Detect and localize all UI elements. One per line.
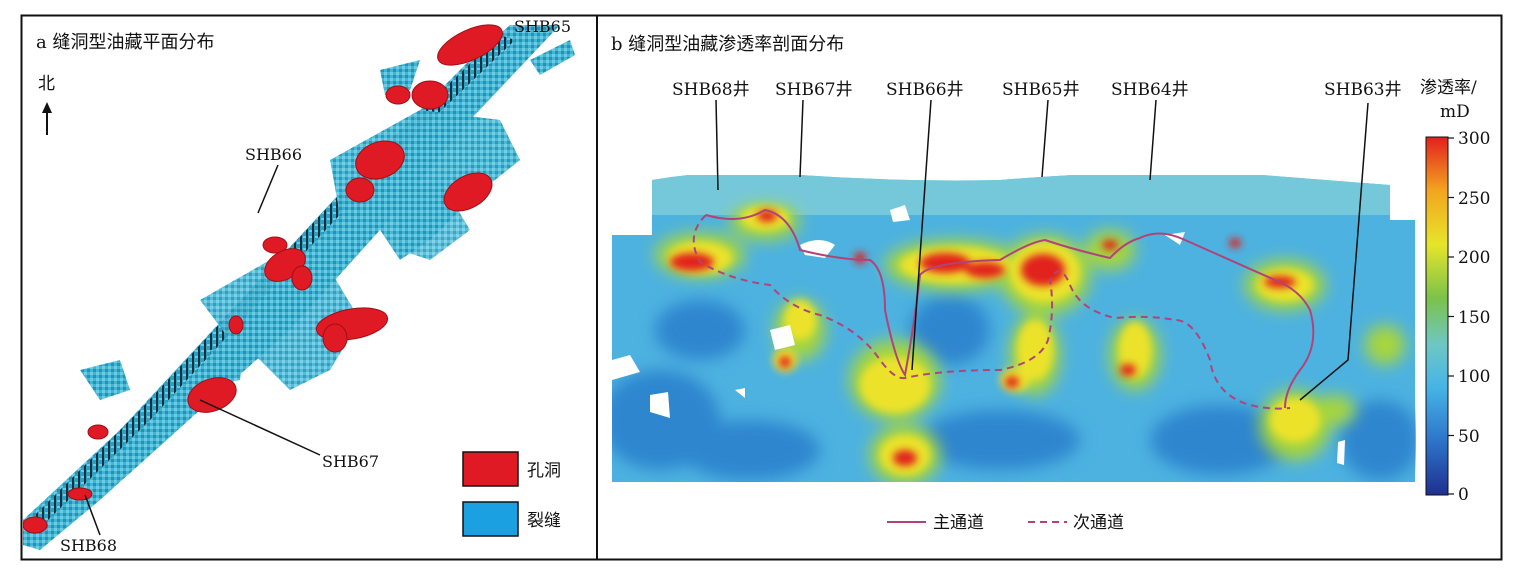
panel-b-title: b 缝洞型油藏渗透率剖面分布 [611, 34, 844, 55]
vug [291, 265, 313, 291]
legend-label-secondary: 次通道 [1073, 513, 1124, 533]
legend-label-main: 主通道 [933, 513, 984, 533]
vug [87, 424, 109, 440]
vug [443, 172, 493, 212]
vug [345, 177, 375, 203]
well-lines [715, 99, 1369, 401]
well-label-shb65: SHB65 [514, 17, 571, 36]
colorbar-ticks [1448, 137, 1454, 495]
colorbar-tick-label: 100 [1458, 367, 1490, 387]
leader-shb67 [199, 399, 321, 456]
vug [187, 377, 237, 413]
north-label: 北 [38, 74, 55, 94]
leader-shb66 [257, 164, 279, 214]
fracture-cluster-2 [200, 260, 360, 390]
no-data-gaps [612, 205, 1345, 465]
colorbar-tick-label: 200 [1458, 248, 1490, 268]
vug [437, 24, 503, 66]
legend-a: 孔洞 裂缝 [462, 451, 561, 537]
north-arrow-icon [42, 102, 52, 135]
vug [411, 80, 449, 110]
reservoir-plan-view [23, 24, 575, 550]
well-label-shb68-jing: SHB68井 [672, 80, 750, 100]
vug [355, 140, 405, 180]
well-line-shb65 [1041, 99, 1049, 178]
leader-shb68 [84, 494, 101, 536]
colorbar-gradient [1425, 136, 1449, 496]
panel-a: a 缝洞型油藏平面分布 北 SHB65 SHB66 SHB67 SHB68 孔洞… [23, 17, 575, 555]
vug [262, 236, 288, 254]
vug [322, 323, 348, 353]
colorbar-title: 渗透率/ [1420, 78, 1477, 98]
fracture-cluster-5 [380, 60, 420, 95]
vug [385, 85, 411, 105]
vug [23, 516, 48, 534]
well-label-shb66: SHB66 [245, 145, 302, 164]
colorbar: 渗透率/ mD 300 250 200 150 100 50 0 [1420, 78, 1490, 505]
main-channel [705, 208, 1315, 409]
well-line-shb64 [1149, 99, 1157, 181]
legend-swatch-vug [462, 451, 519, 487]
low-perm-zones [612, 295, 1416, 480]
panel-a-title: a 缝洞型油藏平面分布 [36, 32, 214, 53]
fracture-cluster-6 [530, 40, 575, 75]
colorbar-tick-label: 150 [1458, 308, 1490, 328]
figure-border [20, 14, 1503, 561]
vugs [23, 24, 503, 534]
fracture-cluster-7 [210, 345, 245, 385]
colorbar-tick-label: 50 [1458, 427, 1480, 447]
fracture-cluster-4 [80, 360, 130, 400]
well-label-shb67: SHB67 [322, 452, 379, 471]
well-label-shb65-jing: SHB65井 [1002, 80, 1080, 100]
colorbar-unit: mD [1440, 102, 1470, 122]
panel-b: b 缝洞型油藏渗透率剖面分布 [611, 34, 1490, 533]
legend-label-fracture: 裂缝 [527, 511, 561, 531]
well-line-shb67 [799, 99, 804, 178]
vug [67, 487, 93, 501]
permeability-section [612, 175, 1416, 482]
well-line-shb63 [1299, 102, 1369, 401]
legend-swatch-fracture [462, 501, 519, 537]
colorbar-tick-label: 0 [1458, 485, 1469, 505]
well-label-shb67-jing: SHB67井 [775, 80, 853, 100]
well-label-shb66-jing: SHB66井 [886, 80, 964, 100]
vug [228, 315, 244, 335]
well-label-shb64-jing: SHB64井 [1111, 80, 1189, 100]
section-top-band [652, 175, 1390, 215]
legend-label-vug: 孔洞 [527, 461, 561, 481]
colorbar-tick-label: 300 [1458, 129, 1490, 149]
well-line-shb66 [911, 99, 932, 371]
well-label-shb63-jing: SHB63井 [1324, 80, 1402, 100]
legend-b: 主通道 次通道 [887, 513, 1124, 533]
colorbar-tick-label: 250 [1458, 189, 1490, 209]
peak-perm-zones [670, 210, 1296, 466]
secondary-channel [692, 214, 1291, 410]
well-line-shb68 [715, 99, 719, 191]
well-label-shb68: SHB68 [60, 536, 117, 555]
